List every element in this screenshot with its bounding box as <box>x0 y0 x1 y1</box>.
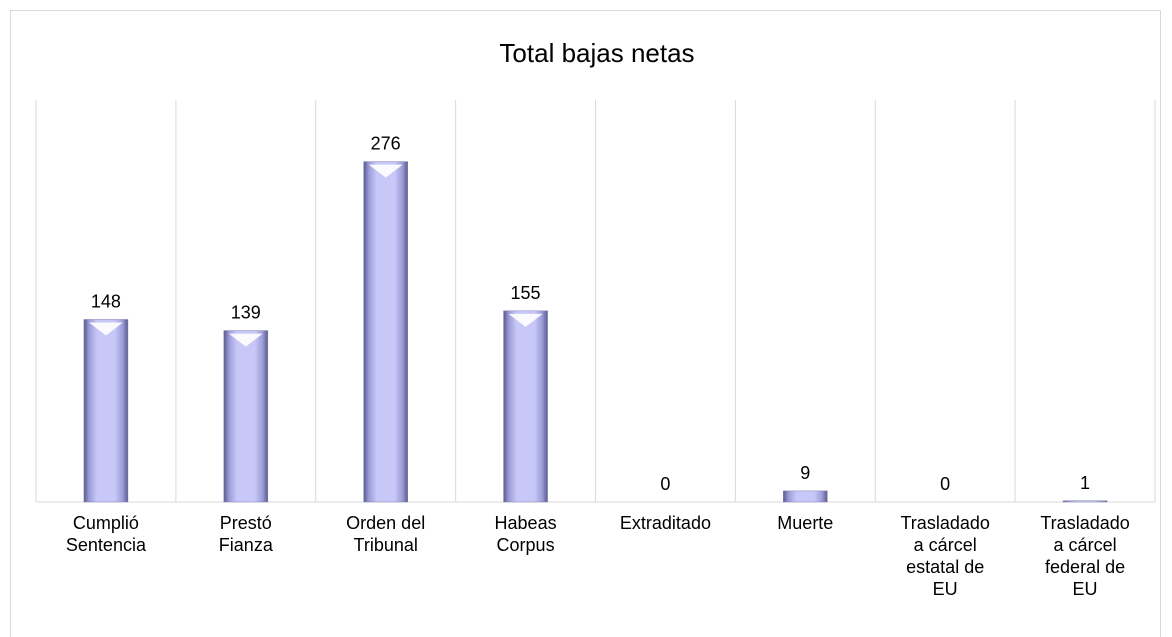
x-tick-label: Orden del Tribunal <box>346 513 426 555</box>
value-label: 9 <box>800 463 810 483</box>
bar <box>783 490 828 503</box>
bar <box>223 330 269 503</box>
bar-highlight <box>88 322 123 336</box>
x-tick-label: Extraditado <box>619 513 711 533</box>
value-label: 1 <box>1080 473 1090 493</box>
bar <box>363 161 408 503</box>
x-tick-label: Prestó Fianza <box>218 513 273 555</box>
x-tick-label: Trasladado a cárcel estatal de EU <box>900 513 990 599</box>
chart-frame <box>10 10 1161 637</box>
value-label: 276 <box>371 134 401 154</box>
x-tick-label: Cumplió Sentencia <box>65 513 146 555</box>
value-label: 0 <box>940 474 950 494</box>
value-label: 0 <box>660 474 670 494</box>
bar-highlight <box>228 333 263 347</box>
bar <box>503 310 548 503</box>
x-tick-label: Habeas Corpus <box>494 513 557 555</box>
bar-highlight <box>368 164 403 178</box>
x-tick-label: Muerte <box>777 513 834 533</box>
value-label: 148 <box>91 291 121 311</box>
bar-highlight <box>508 313 543 327</box>
x-tick-label: Trasladado a cárcel federal de EU <box>1040 513 1130 599</box>
bar <box>1062 500 1108 503</box>
chart-title: Total bajas netas <box>499 38 694 68</box>
bar <box>83 319 129 503</box>
value-label: 139 <box>231 303 261 323</box>
value-label: 155 <box>511 283 541 303</box>
